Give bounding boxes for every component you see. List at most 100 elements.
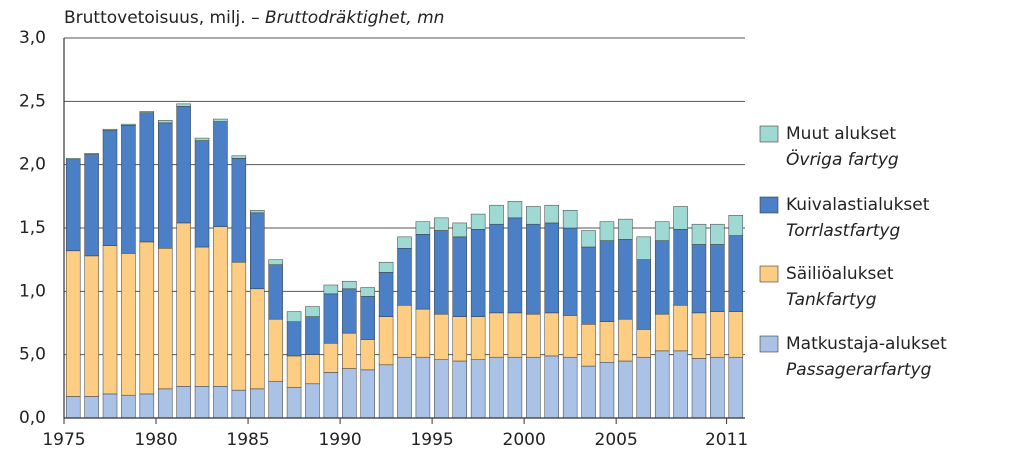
legend-label: Kuivalastialukset [786,195,930,215]
bar-segment [470,316,486,360]
legend-swatch [759,335,779,353]
bar-segment [286,387,302,419]
bar-segment [194,386,210,419]
bar-segment [691,244,707,314]
legend-label-sv: Torrlastfartyg [786,221,900,241]
bar-segment [250,212,265,290]
bar-segment [360,296,375,340]
bar-segment [710,311,725,358]
bar-segment [342,332,357,369]
bar-segment [231,158,247,263]
bar-segment [176,222,191,387]
bar-segment [213,118,228,122]
y-tick-label: 0,0 [19,408,46,428]
bar-segment [673,350,688,419]
bar-segment [250,388,265,419]
bar-segment [489,312,504,358]
bar-segment [268,318,283,382]
y-tick-label: 2,5 [19,91,46,111]
x-tick-label: 1975 [42,430,85,450]
title-sv: Bruttodräktighet, mn [265,8,444,28]
bar-segment [176,103,191,107]
bar-segment [562,227,578,316]
legend-label-sv: Övriga fartyg [786,148,899,170]
bar-segment [65,158,81,160]
bar-segment [673,206,688,230]
bar-segment [360,339,375,371]
bar-segment [84,255,99,397]
bar-segment [102,130,118,246]
bar-segment [139,393,155,419]
bar-segment [84,154,99,257]
bar-segment [470,359,486,419]
bar-segment [526,313,541,358]
bar-segment [691,312,707,359]
bar-segment [397,356,412,419]
bar-segment [415,234,431,310]
title-fi: Bruttovetoisuus, milj. – [64,8,260,28]
bar-segment [286,311,302,322]
bar-segment [728,215,744,236]
x-tick-label: 2000 [503,430,546,450]
bar-segment [452,360,467,419]
bar-segment [470,229,486,317]
bar-segment [286,355,302,388]
legend-label: Matkustaja-alukset [786,334,947,354]
bar-segment [102,128,118,131]
bar-segment [654,240,670,315]
bar-segment [397,236,412,249]
bar-segment [139,111,155,113]
bar-segment [581,365,596,419]
bar-segment [434,230,449,315]
bar-segment [599,240,615,322]
bar-segment [323,284,339,295]
bar-segment [84,396,99,419]
legend-swatch [759,125,779,143]
bar-segment [599,221,615,241]
bar-segment [378,316,394,366]
bar-segment [268,381,283,419]
bar-segment [728,356,744,419]
bar-segment [323,372,339,419]
bar-segment [378,261,394,273]
bar-segment [121,394,136,419]
bar-segment [268,259,283,265]
bar-segment [507,312,523,358]
legend-label-sv: Passagerarfartyg [786,360,932,380]
bar-segment [636,236,652,260]
bar-segment [691,358,707,419]
bar-segment [121,123,136,126]
x-tick-label: 1980 [134,430,177,450]
bar-segment [121,253,136,396]
bar-segment [102,393,118,419]
x-tick-label: 1995 [410,430,453,450]
legend-swatch [759,196,779,214]
x-tick-label: 1990 [318,430,361,450]
bar-segment [415,308,431,358]
bar-segment [65,396,81,419]
bar-segment [581,246,596,325]
bar-segment [323,343,339,373]
bar-segment [213,386,228,419]
bar-segment [342,368,357,419]
bar-segment [102,245,118,395]
legend-label: Säiliöalukset [786,264,894,284]
x-tick-label: 2005 [595,430,638,450]
bar-segment [544,204,559,224]
bar-segment [470,213,486,230]
bar-segment [599,362,615,419]
bar-segment [305,316,320,355]
bar-segment [415,221,431,235]
bar-segment [710,223,725,245]
bar-segment [360,369,375,419]
bar-segment [618,239,633,320]
bar-segment [250,210,265,214]
y-tick-label: 3,0 [19,28,46,48]
bar-segment [489,204,504,225]
bar-segment [176,106,191,224]
bar-segment [157,248,173,390]
bar-segment [194,140,210,248]
bar-segment [581,324,596,367]
bar-segment [489,356,504,419]
